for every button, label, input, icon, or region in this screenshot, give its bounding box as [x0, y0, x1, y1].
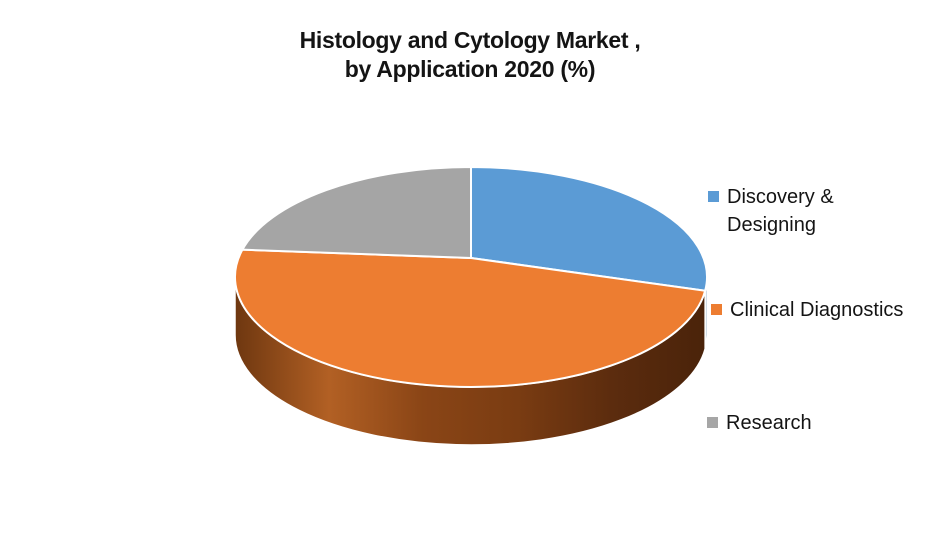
legend-marker-discovery-designing-icon — [708, 191, 719, 202]
legend-label-clinical-diagnostics: Clinical Diagnostics — [730, 299, 904, 321]
legend-item-discovery-designing: Discovery & Designing — [708, 183, 868, 239]
legend-marker-clinical-diagnostics-icon — [711, 304, 722, 315]
legend-item-clinical-diagnostics: Clinical Diagnostics — [711, 296, 940, 324]
pie-slice-research — [241, 166, 472, 259]
legend-marker-research-icon — [707, 417, 718, 428]
chart-title-line-2: by Application 2020 (%) — [344, 56, 596, 82]
legend-label-research: Research — [726, 412, 812, 434]
pie-slice-clinical-diagnostics — [234, 248, 707, 388]
legend-label-discovery-designing: Discovery & Designing — [727, 186, 834, 236]
chart-title-line-1: Histology and Cytology Market , — [299, 27, 641, 53]
legend-item-research: Research — [707, 409, 867, 437]
chart-title: Histology and Cytology Market , by Appli… — [0, 26, 940, 84]
pie-slice-discovery-designing — [470, 166, 708, 292]
